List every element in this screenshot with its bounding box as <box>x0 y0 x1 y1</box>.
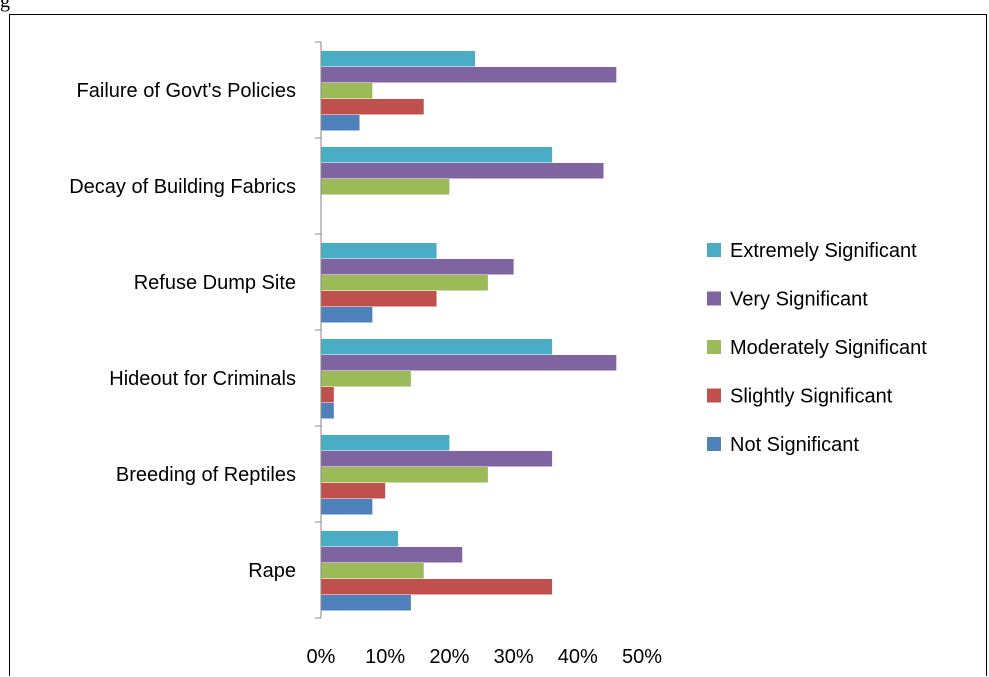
category-label: Hideout for Criminals <box>109 368 296 390</box>
legend-label: Extremely Significant <box>730 240 917 262</box>
category-label: Failure of Govt's Policies <box>77 80 296 102</box>
bar-5-1 <box>321 115 360 131</box>
legend-swatch <box>707 437 721 451</box>
x-tick-label: 10% <box>365 646 405 668</box>
bars <box>321 51 617 611</box>
category-label: Breeding of Reptiles <box>116 464 296 486</box>
bar-4-3 <box>321 291 437 307</box>
page-top-text: g <box>0 0 10 12</box>
bar-4-1 <box>321 99 424 115</box>
tick-labels: 0% 10% 20% 30% 40% 50% <box>307 646 663 668</box>
bar-3-5 <box>321 467 488 483</box>
bar-3-3 <box>321 275 488 291</box>
x-tick-label: 40% <box>558 646 598 668</box>
bar-1-6 <box>321 531 399 547</box>
legend-label: Slightly Significant <box>730 386 893 408</box>
x-tick-label: 30% <box>494 646 534 668</box>
bar-4-5 <box>321 483 386 499</box>
legend-swatch <box>707 291 721 306</box>
chart-frame <box>9 14 987 676</box>
axes <box>315 41 322 619</box>
bar-1-2 <box>321 147 553 163</box>
bar-5-4 <box>321 403 334 419</box>
bar-5-3 <box>321 307 373 323</box>
legend-label: Very Significant <box>730 289 868 311</box>
category-label: Rape <box>248 560 296 582</box>
bar-4-6 <box>321 579 553 595</box>
category-label: Refuse Dump Site <box>134 272 296 294</box>
x-tick-label: 50% <box>622 646 662 668</box>
legend-label: Moderately Significant <box>730 337 927 359</box>
bar-2-6 <box>321 547 463 563</box>
bar-1-5 <box>321 435 450 451</box>
legend-swatch <box>707 388 721 403</box>
bar-2-4 <box>321 355 617 371</box>
legend-swatch <box>707 340 721 354</box>
bar-2-3 <box>321 259 514 275</box>
bar-1-3 <box>321 243 437 259</box>
bar-2-5 <box>321 451 553 467</box>
bar-3-4 <box>321 371 411 387</box>
x-tick-label: 0% <box>307 646 336 668</box>
bar-3-2 <box>321 179 450 195</box>
bar-5-6 <box>321 595 411 611</box>
bar-1-1 <box>321 51 476 67</box>
bar-1-4 <box>321 339 553 355</box>
category-label: Decay of Building Fabrics <box>69 176 296 198</box>
bar-4-4 <box>321 387 334 403</box>
legend: Extremely Significant Very Significant Mod… <box>707 240 927 456</box>
category-labels: Failure of Govt's Policies Decay of Build… <box>69 80 296 582</box>
bar-3-6 <box>321 563 424 579</box>
bar-2-1 <box>321 67 617 83</box>
bar-2-2 <box>321 163 604 179</box>
legend-label: Not Significant <box>730 434 859 456</box>
x-tick-label: 20% <box>429 646 469 668</box>
bar-5-5 <box>321 499 373 515</box>
bar-3-1 <box>321 83 373 99</box>
legend-swatch <box>707 243 721 257</box>
